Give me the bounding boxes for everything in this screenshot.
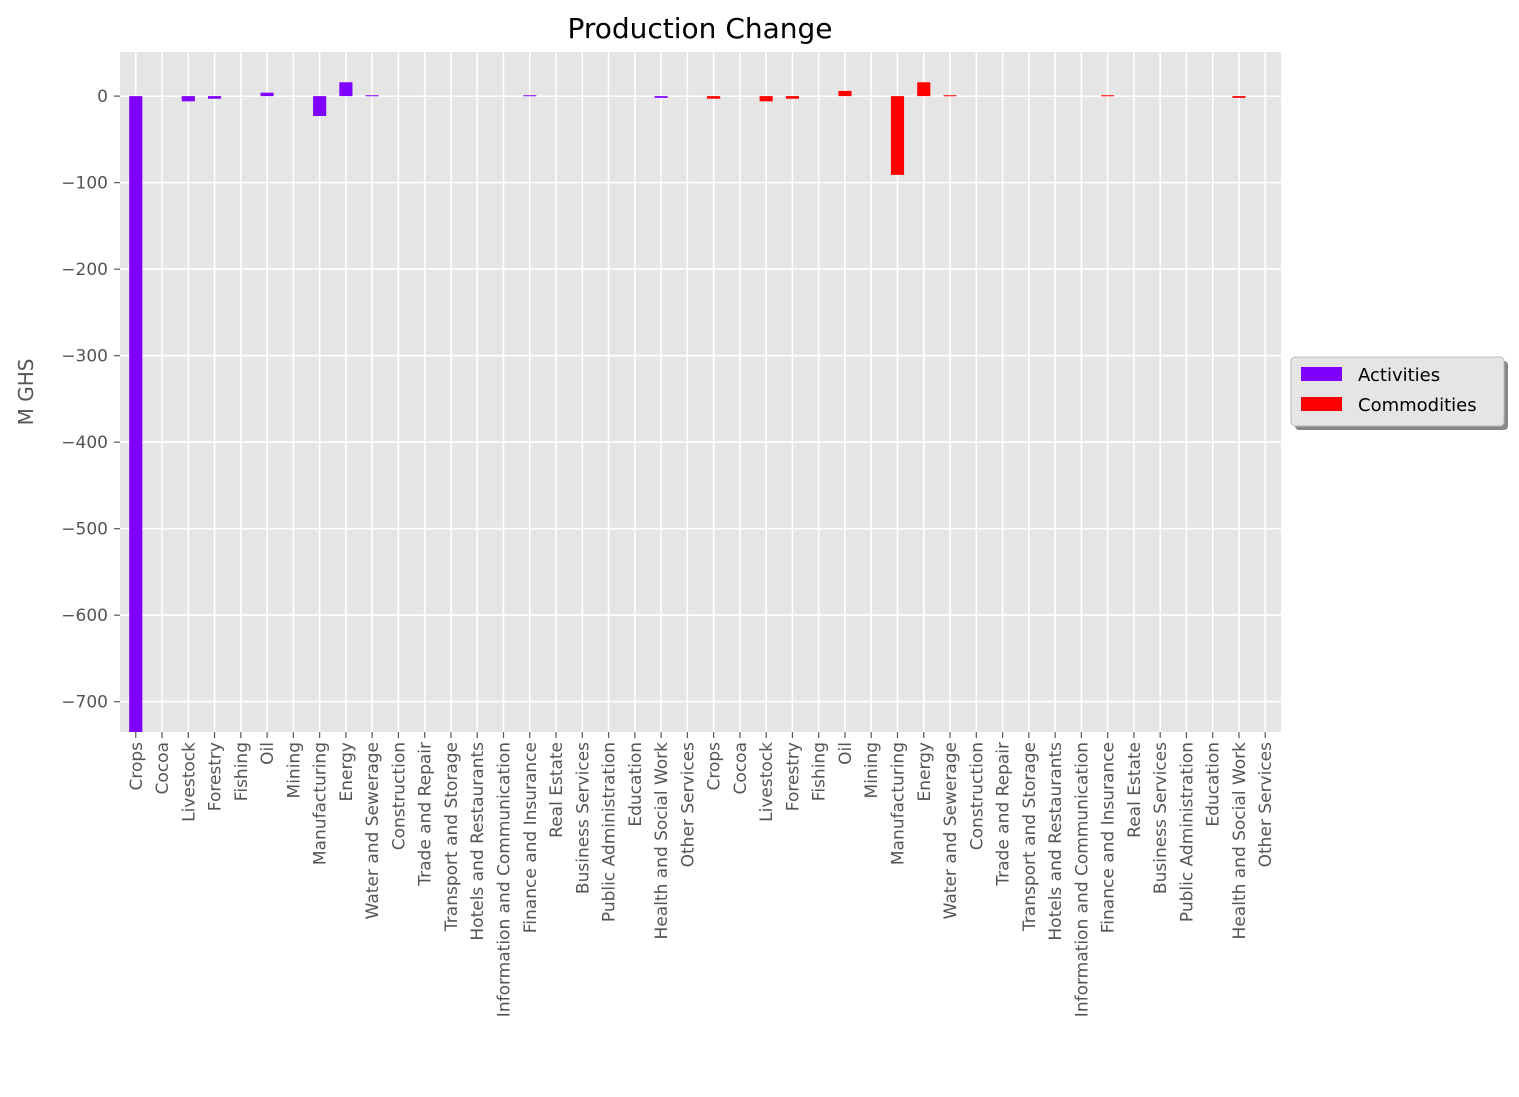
x-tick-label: Health and Social Work bbox=[1230, 742, 1250, 940]
legend-label-commodities: Commodities bbox=[1358, 395, 1477, 416]
x-tick-label: Trade and Repair bbox=[416, 742, 436, 887]
bar-commodities-29 bbox=[890, 96, 905, 175]
bar-commodities-30 bbox=[917, 82, 931, 97]
x-tick-label: Crops bbox=[705, 742, 725, 791]
x-tick-label: Information and Communication bbox=[494, 742, 514, 1017]
x-tick-label: Mining bbox=[862, 742, 882, 798]
x-tick-label: Information and Communication bbox=[1072, 742, 1092, 1017]
x-tick-label: Oil bbox=[258, 742, 278, 765]
x-tick-label: Public Administration bbox=[600, 742, 620, 922]
x-tick-label: Forestry bbox=[206, 742, 226, 811]
bar-activities-20 bbox=[654, 96, 668, 98]
chart-title: Production Change bbox=[567, 12, 832, 45]
bar-activities-2 bbox=[181, 96, 195, 102]
bars bbox=[129, 82, 1246, 733]
bar-activities-8 bbox=[339, 82, 353, 97]
y-tick-label: −300 bbox=[61, 347, 108, 367]
bar-commodities-31 bbox=[943, 95, 957, 97]
x-tick-label: Other Services bbox=[1256, 742, 1276, 868]
x-tick-label: Business Services bbox=[573, 742, 593, 894]
x-tick-label: Construction bbox=[389, 742, 409, 850]
bar-commodities-25 bbox=[785, 96, 800, 99]
bar-commodities-22 bbox=[707, 96, 721, 99]
x-tick-label: Education bbox=[1204, 742, 1224, 827]
x-tick-label: Livestock bbox=[179, 742, 199, 822]
x-tick-label: Finance and Insurance bbox=[521, 742, 541, 933]
x-tick-label: Real Estate bbox=[547, 742, 567, 838]
bar-activities-3 bbox=[207, 96, 222, 99]
x-axis: Crops Cocoa Livestock Forestry Fishing Oil Min… bbox=[127, 732, 1276, 1017]
x-tick-label: Trade and Repair bbox=[994, 742, 1014, 887]
x-tick-label: Fishing bbox=[232, 742, 252, 801]
legend: Activities Commodities bbox=[1290, 356, 1508, 430]
legend-label-activities: Activities bbox=[1358, 365, 1440, 386]
x-tick-label: Oil bbox=[836, 742, 856, 765]
x-tick-label: Fishing bbox=[810, 742, 830, 801]
x-tick-label: Public Administration bbox=[1177, 742, 1197, 922]
legend-swatch-activities bbox=[1301, 367, 1342, 381]
bar-commodities-27 bbox=[838, 90, 852, 97]
x-tick-label: Health and Social Work bbox=[652, 742, 672, 940]
x-tick-label: Energy bbox=[915, 742, 935, 802]
x-tick-label: Livestock bbox=[757, 742, 777, 822]
bar-activities-7 bbox=[313, 96, 327, 117]
x-tick-label: Transport and Storage bbox=[1020, 742, 1040, 932]
x-tick-label: Forestry bbox=[783, 742, 803, 811]
x-tick-label: Mining bbox=[284, 742, 304, 798]
x-tick-label: Water and Sewerage bbox=[363, 742, 383, 919]
bar-activities-9 bbox=[365, 95, 379, 97]
y-tick-label: 0 bbox=[97, 87, 108, 107]
y-tick-label: −100 bbox=[61, 174, 108, 194]
y-tick-label: −200 bbox=[61, 260, 108, 280]
x-tick-label: Manufacturing bbox=[311, 742, 331, 865]
bar-activities-15 bbox=[523, 95, 537, 97]
y-axis: 0 −100 −200 −300 −400 −500 −600 −700 bbox=[61, 87, 120, 713]
bar-commodities-42 bbox=[1232, 96, 1246, 98]
bar-commodities-24 bbox=[759, 96, 773, 102]
legend-swatch-commodities bbox=[1301, 397, 1342, 411]
x-tick-label: Crops bbox=[127, 742, 147, 791]
x-tick-label: Hotels and Restaurants bbox=[1046, 742, 1066, 941]
x-tick-label: Cocoa bbox=[731, 742, 751, 794]
y-tick-label: −700 bbox=[61, 693, 108, 713]
x-tick-label: Manufacturing bbox=[889, 742, 909, 865]
bar-activities-0 bbox=[129, 96, 143, 733]
legend-frame bbox=[1290, 356, 1505, 427]
x-tick-label: Finance and Insurance bbox=[1099, 742, 1119, 933]
x-tick-label: Business Services bbox=[1151, 742, 1171, 894]
x-tick-label: Transport and Storage bbox=[442, 742, 462, 932]
x-tick-label: Water and Sewerage bbox=[941, 742, 961, 919]
y-tick-label: −600 bbox=[61, 606, 108, 626]
x-tick-label: Hotels and Restaurants bbox=[468, 742, 488, 941]
x-tick-label: Construction bbox=[967, 742, 987, 850]
plot-area bbox=[120, 52, 1281, 732]
x-tick-label: Education bbox=[626, 742, 646, 827]
x-tick-label: Real Estate bbox=[1125, 742, 1145, 838]
x-tick-label: Cocoa bbox=[153, 742, 173, 794]
bar-activities-5 bbox=[260, 92, 274, 97]
x-tick-label: Other Services bbox=[678, 742, 698, 868]
y-tick-label: −500 bbox=[61, 520, 108, 540]
y-axis-label: M GHS bbox=[14, 359, 38, 426]
y-tick-label: −400 bbox=[61, 433, 108, 453]
x-tick-label: Energy bbox=[337, 742, 357, 802]
bar-commodities-37 bbox=[1101, 95, 1115, 97]
